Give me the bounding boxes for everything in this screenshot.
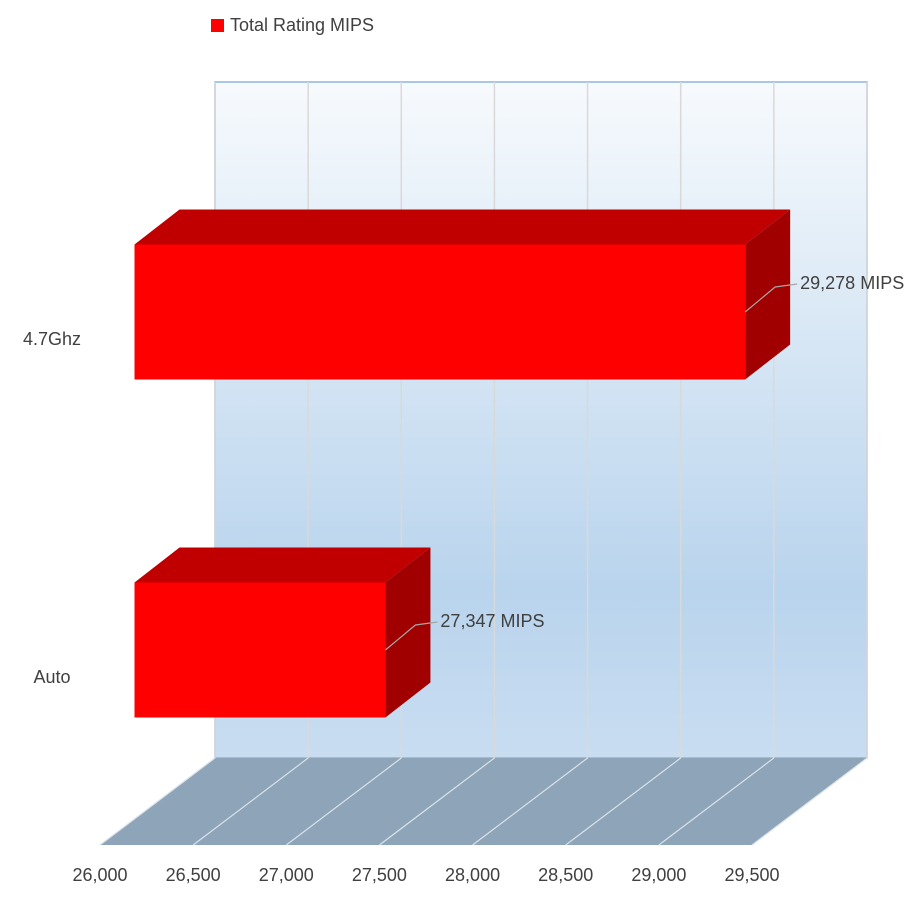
x-tick-label: 29,500 [724,865,779,885]
x-tick-label: 28,000 [445,865,500,885]
bar-top [134,547,431,583]
x-tick-label: 27,000 [259,865,314,885]
x-tick-label: 27,500 [352,865,407,885]
floor [100,758,867,845]
x-tick-label: 26,500 [166,865,221,885]
bar [134,244,746,380]
legend-swatch [211,19,224,32]
x-tick-label: 28,500 [538,865,593,885]
floor-grid-line [658,757,775,846]
x-tick-label: 29,000 [631,865,686,885]
bar-side [385,547,431,718]
floor-grid-line [285,757,402,846]
floor-grid-line [565,757,682,846]
floor-grid-line [192,757,309,846]
x-tick-label: 26,000 [72,865,127,885]
floor-grid-line [472,757,588,846]
bar-top [134,209,791,245]
bar [134,582,386,718]
data-label: 29,278 MIPS [800,273,904,293]
y-tick-label: Auto [33,667,70,687]
bar-side [745,209,791,380]
leader-line [744,283,798,313]
floor-grid-line [379,757,495,846]
y-tick-label: 4.7Ghz [23,329,81,349]
floor-grid-line [99,757,216,846]
leader-line [385,621,438,651]
data-label: 27,347 MIPS [440,611,544,631]
legend-label: Total Rating MIPS [230,15,374,35]
floor-grid-line [751,757,868,846]
